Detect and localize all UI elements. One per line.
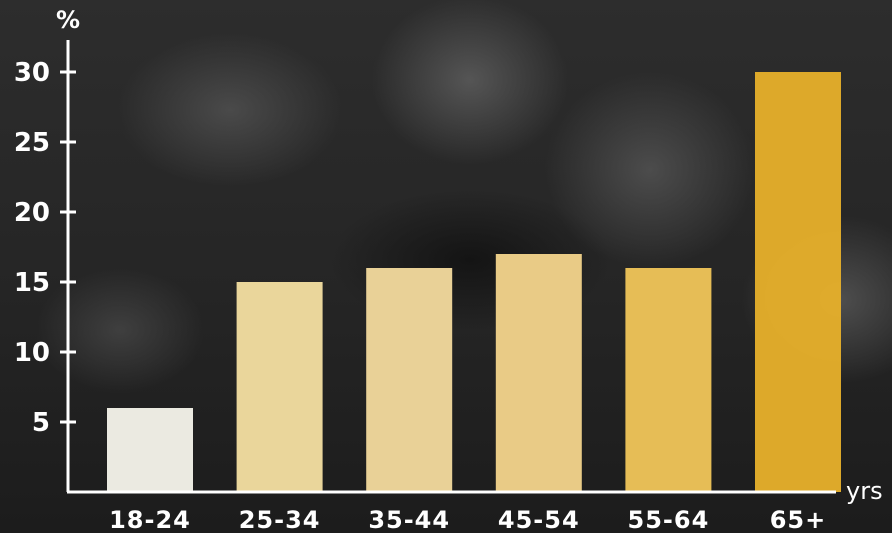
x-category-label: 45-54 (498, 506, 580, 533)
y-axis-unit-label: % (56, 6, 80, 34)
bars-group (107, 72, 841, 492)
x-category-label: 25-34 (239, 506, 321, 533)
bar-18-24 (107, 408, 193, 492)
bar-55-64 (625, 268, 712, 492)
x-category-label: 18-24 (109, 506, 191, 533)
y-tick-label: 5 (32, 408, 50, 438)
y-tick-label: 10 (14, 338, 50, 368)
axes-group: % yrs (56, 6, 883, 505)
bar-65+ (755, 72, 841, 492)
y-tick-label: 25 (14, 128, 50, 158)
x-category-label: 55-64 (628, 506, 710, 533)
x-axis-unit-label: yrs (846, 477, 883, 505)
bar-35-44 (366, 268, 453, 492)
y-tick-label: 30 (14, 58, 50, 88)
y-ticks-group: 5 10 15 20 25 30 (14, 58, 76, 438)
bar-45-54 (495, 254, 582, 492)
y-tick-label: 20 (14, 198, 50, 228)
bar-25-34 (236, 282, 323, 492)
x-labels-group: 18-24 25-34 35-44 45-54 55-64 65+ (109, 506, 827, 533)
y-tick-label: 15 (14, 268, 50, 298)
x-category-label: 65+ (770, 506, 827, 533)
x-category-label: 35-44 (368, 506, 450, 533)
